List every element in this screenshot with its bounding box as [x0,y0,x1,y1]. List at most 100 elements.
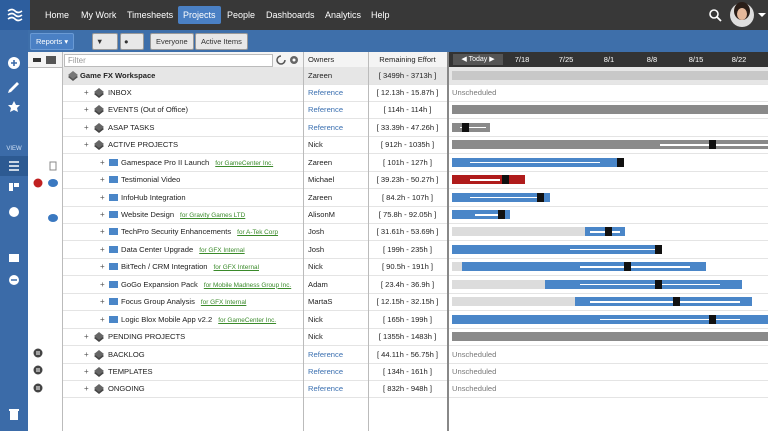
gantt-date: 8/1 [603,55,615,64]
task-name-text[interactable]: GoGo Expansion Pack [121,279,198,289]
svg-text:+: + [84,332,89,341]
task-name-text[interactable]: EVENTS (Out of Office) [108,105,189,115]
task-name-text[interactable]: BACKLOG [108,349,145,359]
task-name-text[interactable]: BitTech / CRM Integration [121,262,208,272]
task-name[interactable]: BitTech / CRM Integration for GFX Interna… [121,258,259,275]
client-link[interactable]: for A-Tek Corp [237,229,279,237]
client-link[interactable]: for GameCenter Inc. [215,159,274,167]
remaining-effort: [ 75.8h - 92.05h ] [378,210,437,220]
task-name[interactable]: Website Design for Gravity Games LTD [121,206,245,223]
task-name-text[interactable]: PENDING PROJECTS [108,332,186,342]
everyone-button[interactable]: Everyone [150,33,194,50]
folder-icon: + [99,241,121,260]
owner: MartaS [308,297,333,307]
task-name-text[interactable]: Testimonial Video [121,175,181,185]
nav-item[interactable]: Projects [178,6,221,24]
task-name[interactable]: Game FX Workspace [80,67,155,84]
person-button[interactable]: ● [120,33,144,50]
col-divider [62,52,63,431]
logo[interactable] [0,0,30,30]
task-name-text[interactable]: Logic Blox Mobile App v2.2 [121,314,213,324]
owner: Michael [308,175,335,185]
svg-text:+: + [100,158,105,167]
task-name[interactable]: InfoHub Integration [121,189,186,206]
paused-icon [30,380,62,397]
filter-button[interactable]: ▼ [92,33,118,50]
remaining-effort: [ 90.5h - 191h ] [381,262,434,272]
task-name-text[interactable]: Focus Group Analysis [121,297,195,307]
nav-item[interactable]: My Work [81,10,117,20]
task-name[interactable]: PENDING PROJECTS [108,328,185,345]
svg-text:+: + [100,193,105,202]
task-name[interactable]: INBOX [108,84,132,101]
task-name-text[interactable]: INBOX [108,87,132,97]
gantt-bar [452,105,768,115]
task-name[interactable]: Focus Group Analysis for GFX Internal [121,293,246,310]
client-link[interactable]: for Mobile Madness Group Inc. [203,281,292,289]
task-name-text[interactable]: Gamespace Pro II Launch [121,157,210,167]
settings-icons[interactable] [274,54,302,66]
gantt-bar [452,227,585,237]
group-icon: + [84,328,108,347]
task-name[interactable]: TechPro Security Enhancements for A-Tek C… [121,223,278,240]
search-icon[interactable] [708,8,722,22]
task-name-text[interactable]: ACTIVE PROJECTS [108,140,179,150]
task-name[interactable]: TEMPLATES [108,363,153,380]
client-link[interactable]: for GFX Internal [200,299,247,307]
task-name-text[interactable]: Website Design [121,210,175,220]
task-name-text[interactable]: Game FX Workspace [80,70,156,80]
task-name[interactable]: BACKLOG [108,346,145,363]
task-name-text[interactable]: TEMPLATES [108,366,153,376]
task-name-text[interactable]: ASAP TASKS [108,122,155,132]
comment-icon [30,210,62,227]
owner: Nick [308,314,323,324]
active-items-button[interactable]: Active Items [195,33,248,50]
grid-row: + INBOX Reference [ 12.13h - 15.87h ] Unsche… [62,84,768,102]
grid-row: + BitTech / CRM Integration for GFX Intern… [62,258,768,277]
user-avatar[interactable] [728,1,768,29]
task-name[interactable]: GoGo Expansion Pack for Mobile Madness Gr… [121,276,291,293]
client-link[interactable]: for GFX Internal [213,264,259,272]
group-icon: + [84,346,108,365]
task-name-text[interactable]: InfoHub Integration [121,192,186,202]
client-link[interactable]: for GameCenter Inc. [218,316,277,324]
group-icon: + [84,363,108,382]
task-name[interactable]: ASAP TASKS [108,119,154,136]
nav-item[interactable]: Help [371,10,390,20]
task-name[interactable]: Data Center Upgrade for GFX Internal [121,241,245,258]
task-name[interactable]: Testimonial Video [121,171,180,188]
group-icon [66,67,80,86]
task-name-text[interactable]: Data Center Upgrade [121,244,194,254]
nav-item[interactable]: Home [45,10,70,20]
nav-item[interactable]: Timesheets [127,10,174,20]
nav-item[interactable]: Analytics [325,10,362,20]
owner: Zareen [308,192,333,202]
remaining-effort: [ 114h - 114h ] [383,105,432,115]
task-name[interactable]: Gamespace Pro II Launch for GameCenter In… [121,154,273,171]
task-name[interactable]: ACTIVE PROJECTS [108,136,178,153]
reports-button[interactable]: Reports ▾ [30,33,75,50]
task-name-text[interactable]: ONGOING [108,384,145,394]
remaining-effort: [ 1355h - 1483h ] [378,332,437,342]
sidebar-icons: VIEW [0,57,28,420]
task-name[interactable]: Logic Blox Mobile App v2.2 for GameCenter… [121,311,276,328]
today-button[interactable]: ◀ Today ▶ [453,54,503,65]
gantt-date: 7/25 [558,55,574,64]
grid-row: + TEMPLATES Reference [ 134h - 161h ] Unsche… [62,363,768,381]
grid-row: + Logic Blox Mobile App v2.2 for GameCente… [62,311,768,329]
svg-text:+: + [100,315,105,324]
folder-icon: + [99,276,121,295]
task-name[interactable]: EVENTS (Out of Office) [108,101,188,118]
client-link[interactable]: for Gravity Games LTD [180,212,246,220]
task-name[interactable]: ONGOING [108,380,145,397]
grid-row: + ACTIVE PROJECTS Nick [ 912h - 1035h ] ​ [62,136,768,155]
client-link[interactable]: for GFX Internal [199,246,245,254]
today-label: Today [468,56,488,63]
gantt-status: Unscheduled [452,366,497,376]
doc-icon [30,158,62,175]
filter-input[interactable]: Filter [64,54,273,67]
nav-item[interactable]: Dashboards [266,10,315,20]
task-name-text[interactable]: TechPro Security Enhancements [121,227,232,237]
folder-icon: + [99,171,121,190]
nav-item[interactable]: People [227,10,256,20]
